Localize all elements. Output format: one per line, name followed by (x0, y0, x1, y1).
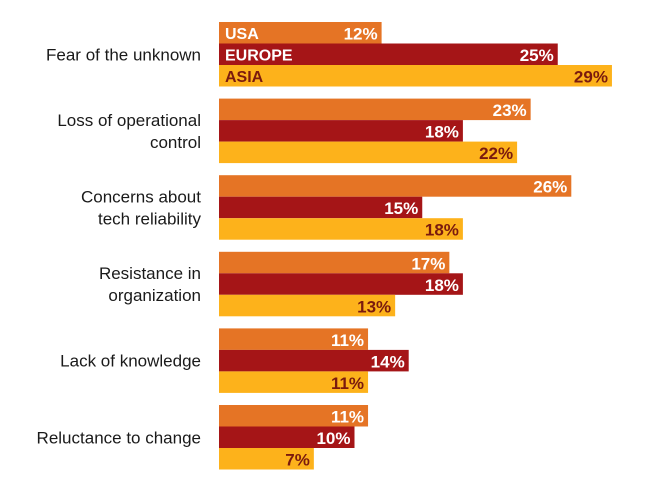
bar-asia (219, 294, 396, 317)
category-label: Reluctance to change (37, 428, 201, 447)
bar-usa (219, 98, 531, 121)
bar-usa (219, 251, 450, 274)
legend-label-europe: EUROPE (225, 48, 293, 65)
value-label: 10% (316, 429, 350, 448)
bar-asia (219, 448, 314, 470)
value-label: 26% (533, 178, 567, 197)
bar-usa (219, 405, 369, 427)
value-label: 14% (371, 352, 405, 371)
value-label: 15% (384, 199, 418, 218)
value-label: 11% (331, 408, 364, 427)
value-label: 11% (331, 331, 364, 350)
value-label: 12% (344, 25, 378, 44)
value-label: 13% (357, 297, 391, 316)
category-label: Resistance in (99, 264, 201, 283)
value-label: 22% (479, 144, 513, 163)
legend-label-asia: ASIA (225, 69, 264, 86)
category-label: Concerns about (81, 187, 201, 206)
bar-asia (219, 65, 612, 87)
category-label: Lack of knowledge (60, 352, 201, 371)
category-label: organization (108, 286, 201, 305)
category-label: tech reliability (98, 209, 201, 228)
bar-europe (219, 196, 423, 219)
bar-usa (219, 22, 382, 44)
value-label: 18% (425, 276, 459, 295)
legend-label-usa: USA (225, 26, 259, 43)
bar-europe (219, 273, 463, 295)
bar-asia (219, 141, 518, 164)
bar-europe (219, 349, 409, 372)
bar-europe (219, 43, 558, 65)
bar-usa (219, 175, 572, 197)
value-label: 18% (425, 221, 459, 240)
value-label: 23% (493, 101, 527, 120)
bar-europe (219, 120, 463, 142)
value-label: 7% (285, 451, 310, 470)
bar-usa (219, 328, 369, 350)
value-label: 18% (425, 123, 459, 142)
bar-europe (219, 426, 355, 448)
value-label: 25% (520, 46, 554, 65)
value-label: 29% (574, 68, 608, 87)
category-label: Fear of the unknown (46, 45, 201, 64)
category-label: control (150, 133, 201, 152)
bar-asia (219, 371, 369, 393)
value-label: 11% (331, 374, 364, 393)
bar-asia (219, 218, 463, 240)
category-label: Loss of operational (57, 111, 201, 130)
value-label: 17% (411, 254, 445, 273)
